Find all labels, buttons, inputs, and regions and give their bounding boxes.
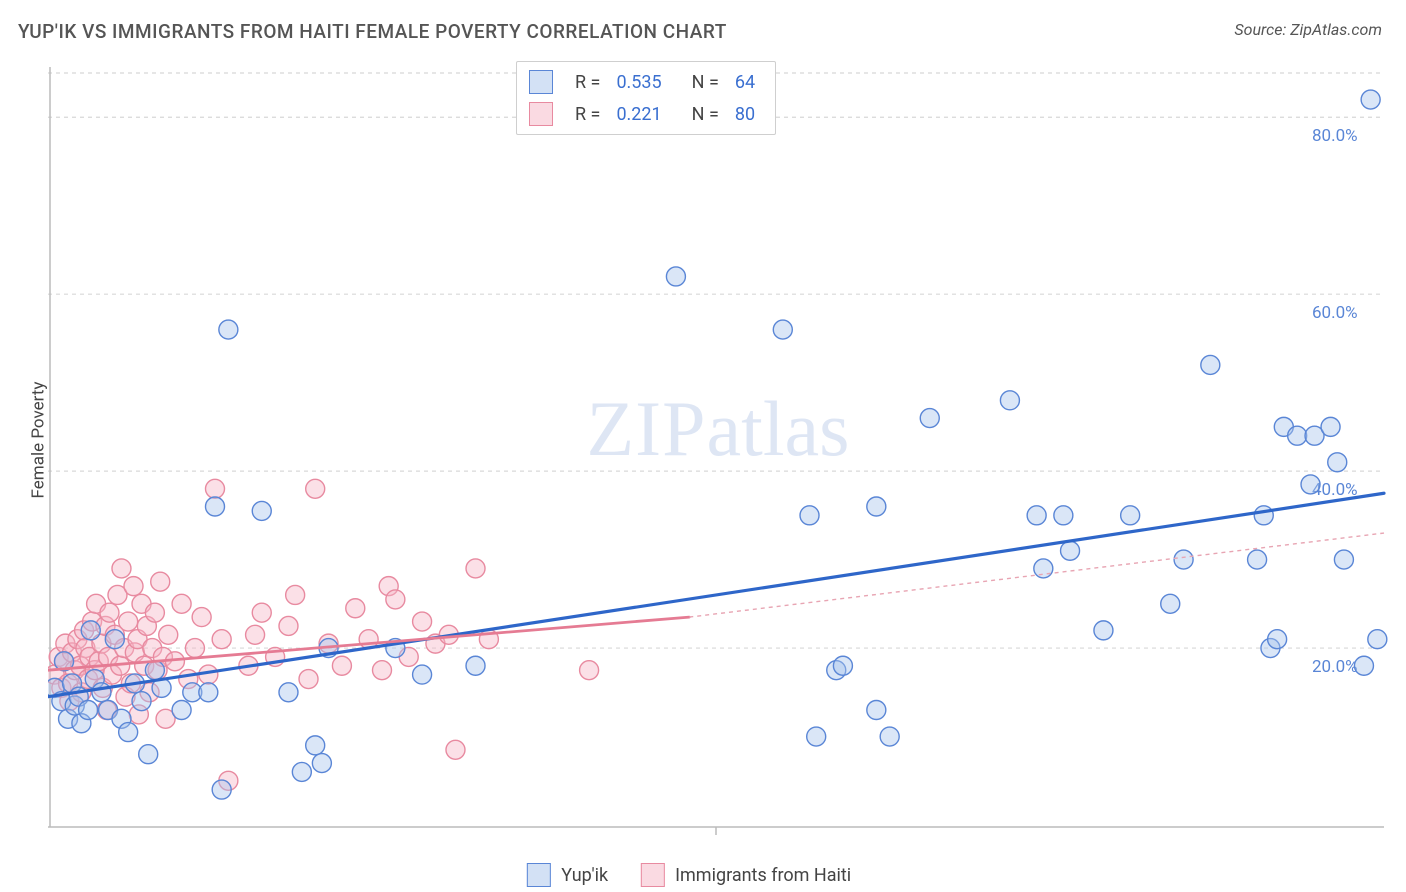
legend-swatch [527, 863, 551, 887]
legend-series-label: Immigrants from Haiti [671, 865, 852, 886]
legend-series-label: Yup'ik [557, 865, 613, 886]
legend-r-label: R = [571, 98, 612, 130]
svg-text:60.0%: 60.0% [1312, 303, 1358, 323]
legend-n-value: 80 [731, 98, 767, 130]
y-axis-label: Female Poverty [28, 382, 48, 499]
svg-text:20.0%: 20.0% [1312, 657, 1358, 677]
svg-text:80.0%: 80.0% [1312, 126, 1358, 146]
stats-legend: R =0.535N =64 R =0.221N =80 [516, 61, 776, 135]
legend-r-value: 0.221 [612, 98, 687, 130]
legend-r-value: 0.535 [612, 66, 687, 98]
legend-r-label: R = [571, 66, 612, 98]
source-attribution: Source: ZipAtlas.com [1234, 20, 1382, 39]
legend-swatch [641, 863, 665, 887]
chart-title: YUP'IK VS IMMIGRANTS FROM HAITI FEMALE P… [18, 20, 727, 43]
series-legend: Yup'ik Immigrants from Haiti [527, 863, 879, 887]
legend-n-label: N = [688, 98, 731, 130]
legend-n-label: N = [688, 66, 731, 98]
legend-n-value: 64 [731, 66, 767, 98]
scatter-plot: 20.0%40.0%60.0%80.0%0.0%100.0% ZIPatlas … [48, 55, 1388, 835]
